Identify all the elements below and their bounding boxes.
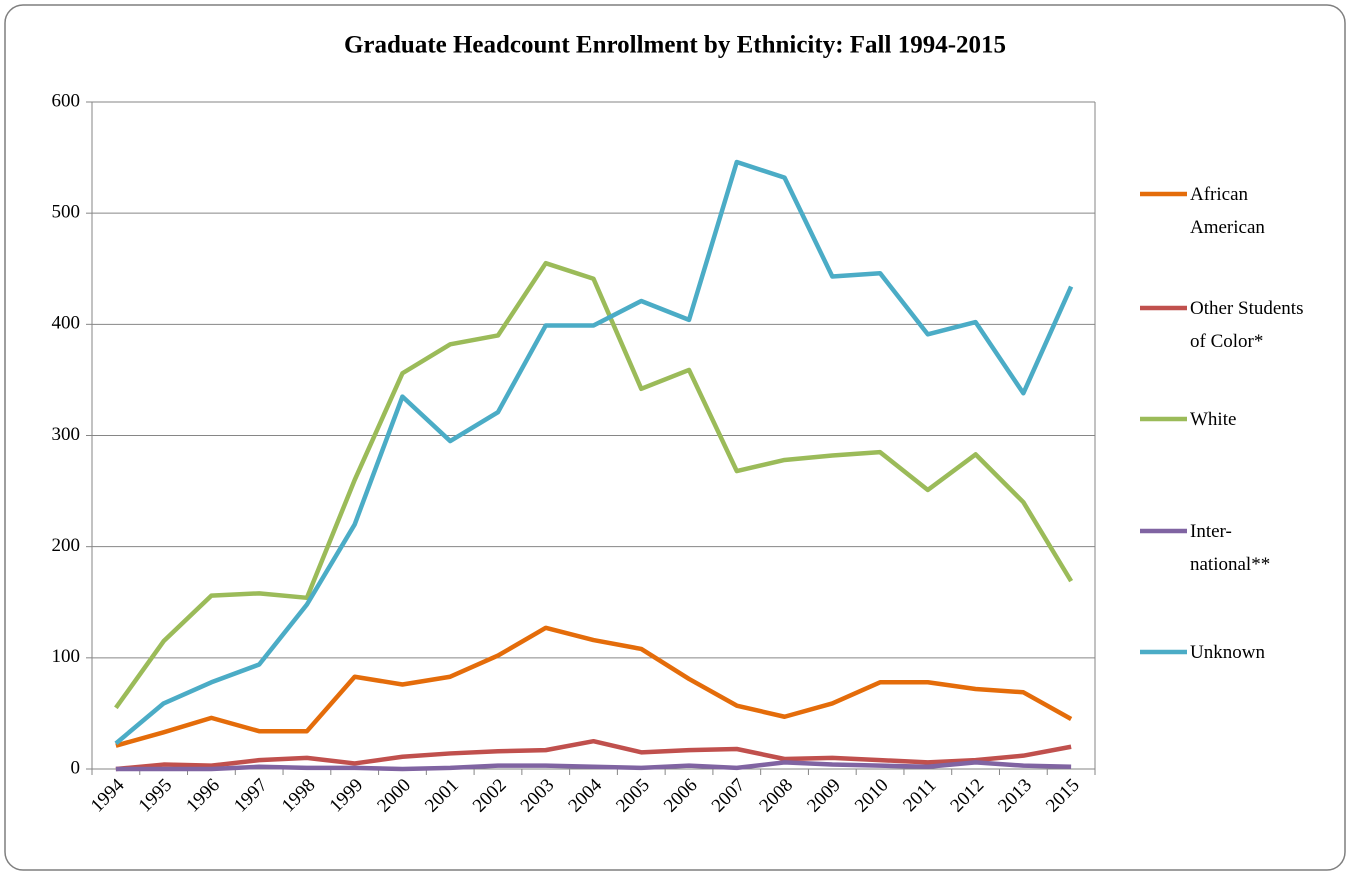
legend-label: Other Students of Color* (1190, 298, 1304, 352)
y-tick-label: 400 (52, 313, 81, 334)
y-tick-label: 600 (52, 90, 81, 111)
series-line (114, 159, 1074, 746)
y-tick-label: 500 (52, 202, 81, 223)
y-tick-label: 300 (52, 424, 81, 445)
chart-frame (4, 4, 1346, 871)
series-line (114, 260, 1074, 710)
series-line (115, 738, 1072, 772)
legend-label: Inter-national** (1190, 521, 1271, 575)
legend-label: White (1190, 409, 1237, 430)
chart-title: Graduate Headcount Enrollment by Ethnici… (344, 32, 1006, 59)
series-line (115, 625, 1073, 748)
legend-label: Unknown (1190, 642, 1265, 663)
y-tick-label: 200 (52, 535, 81, 556)
legend-label: African American (1190, 184, 1265, 238)
y-tick-label: 100 (52, 646, 81, 667)
y-tick-label: 0 (71, 757, 81, 778)
series-line (115, 760, 1072, 772)
